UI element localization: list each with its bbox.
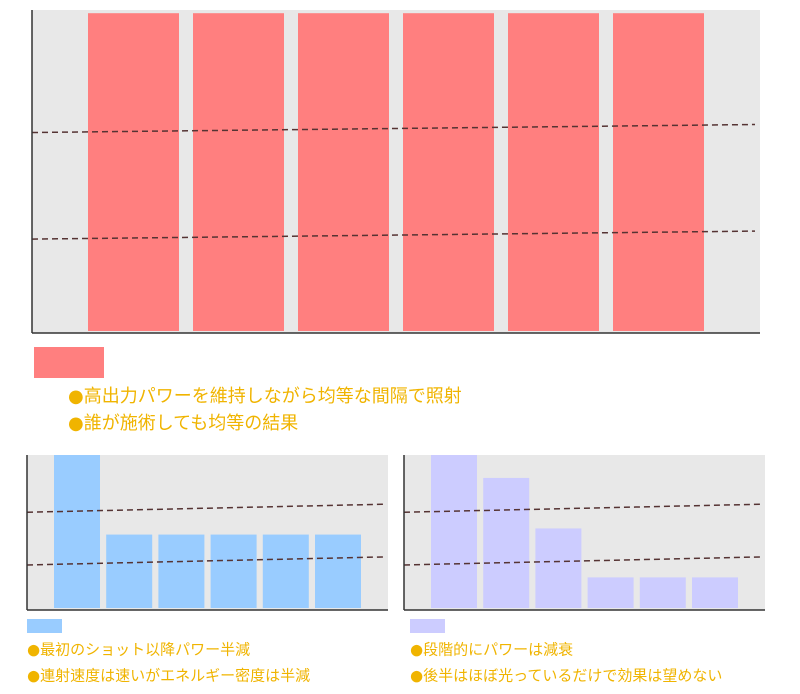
bar — [535, 528, 582, 608]
bar — [613, 13, 704, 332]
bar — [88, 13, 179, 332]
bar — [403, 13, 494, 332]
bar — [298, 13, 389, 332]
bar — [639, 577, 686, 608]
bar — [158, 534, 205, 608]
legend-swatch — [34, 347, 104, 378]
bar — [315, 534, 361, 608]
note: ●段階的にパワーは減衰 — [410, 641, 573, 659]
bar — [692, 577, 738, 608]
legend-swatch — [27, 619, 62, 633]
note: ●高出力パワーを維持しながら均等な間隔で照射 — [68, 386, 462, 407]
note: ●後半はほぼ光っているだけで効果は望めない — [410, 667, 722, 685]
bar — [483, 477, 530, 608]
bar — [106, 534, 153, 608]
bar — [587, 577, 634, 608]
bar — [193, 13, 284, 332]
bar — [508, 13, 599, 332]
note: ●連射速度は速いがエネルギー密度は半減 — [27, 667, 310, 685]
bar — [431, 455, 477, 608]
bar — [262, 534, 309, 608]
note: ●最初のショット以降パワー半減 — [27, 641, 250, 659]
bar — [210, 534, 257, 608]
note: ●誰が施術しても均等の結果 — [68, 413, 298, 434]
dashed-guide — [31, 123, 756, 134]
dashed-guide — [31, 230, 756, 240]
legend-swatch — [410, 619, 445, 633]
bar — [54, 455, 100, 608]
